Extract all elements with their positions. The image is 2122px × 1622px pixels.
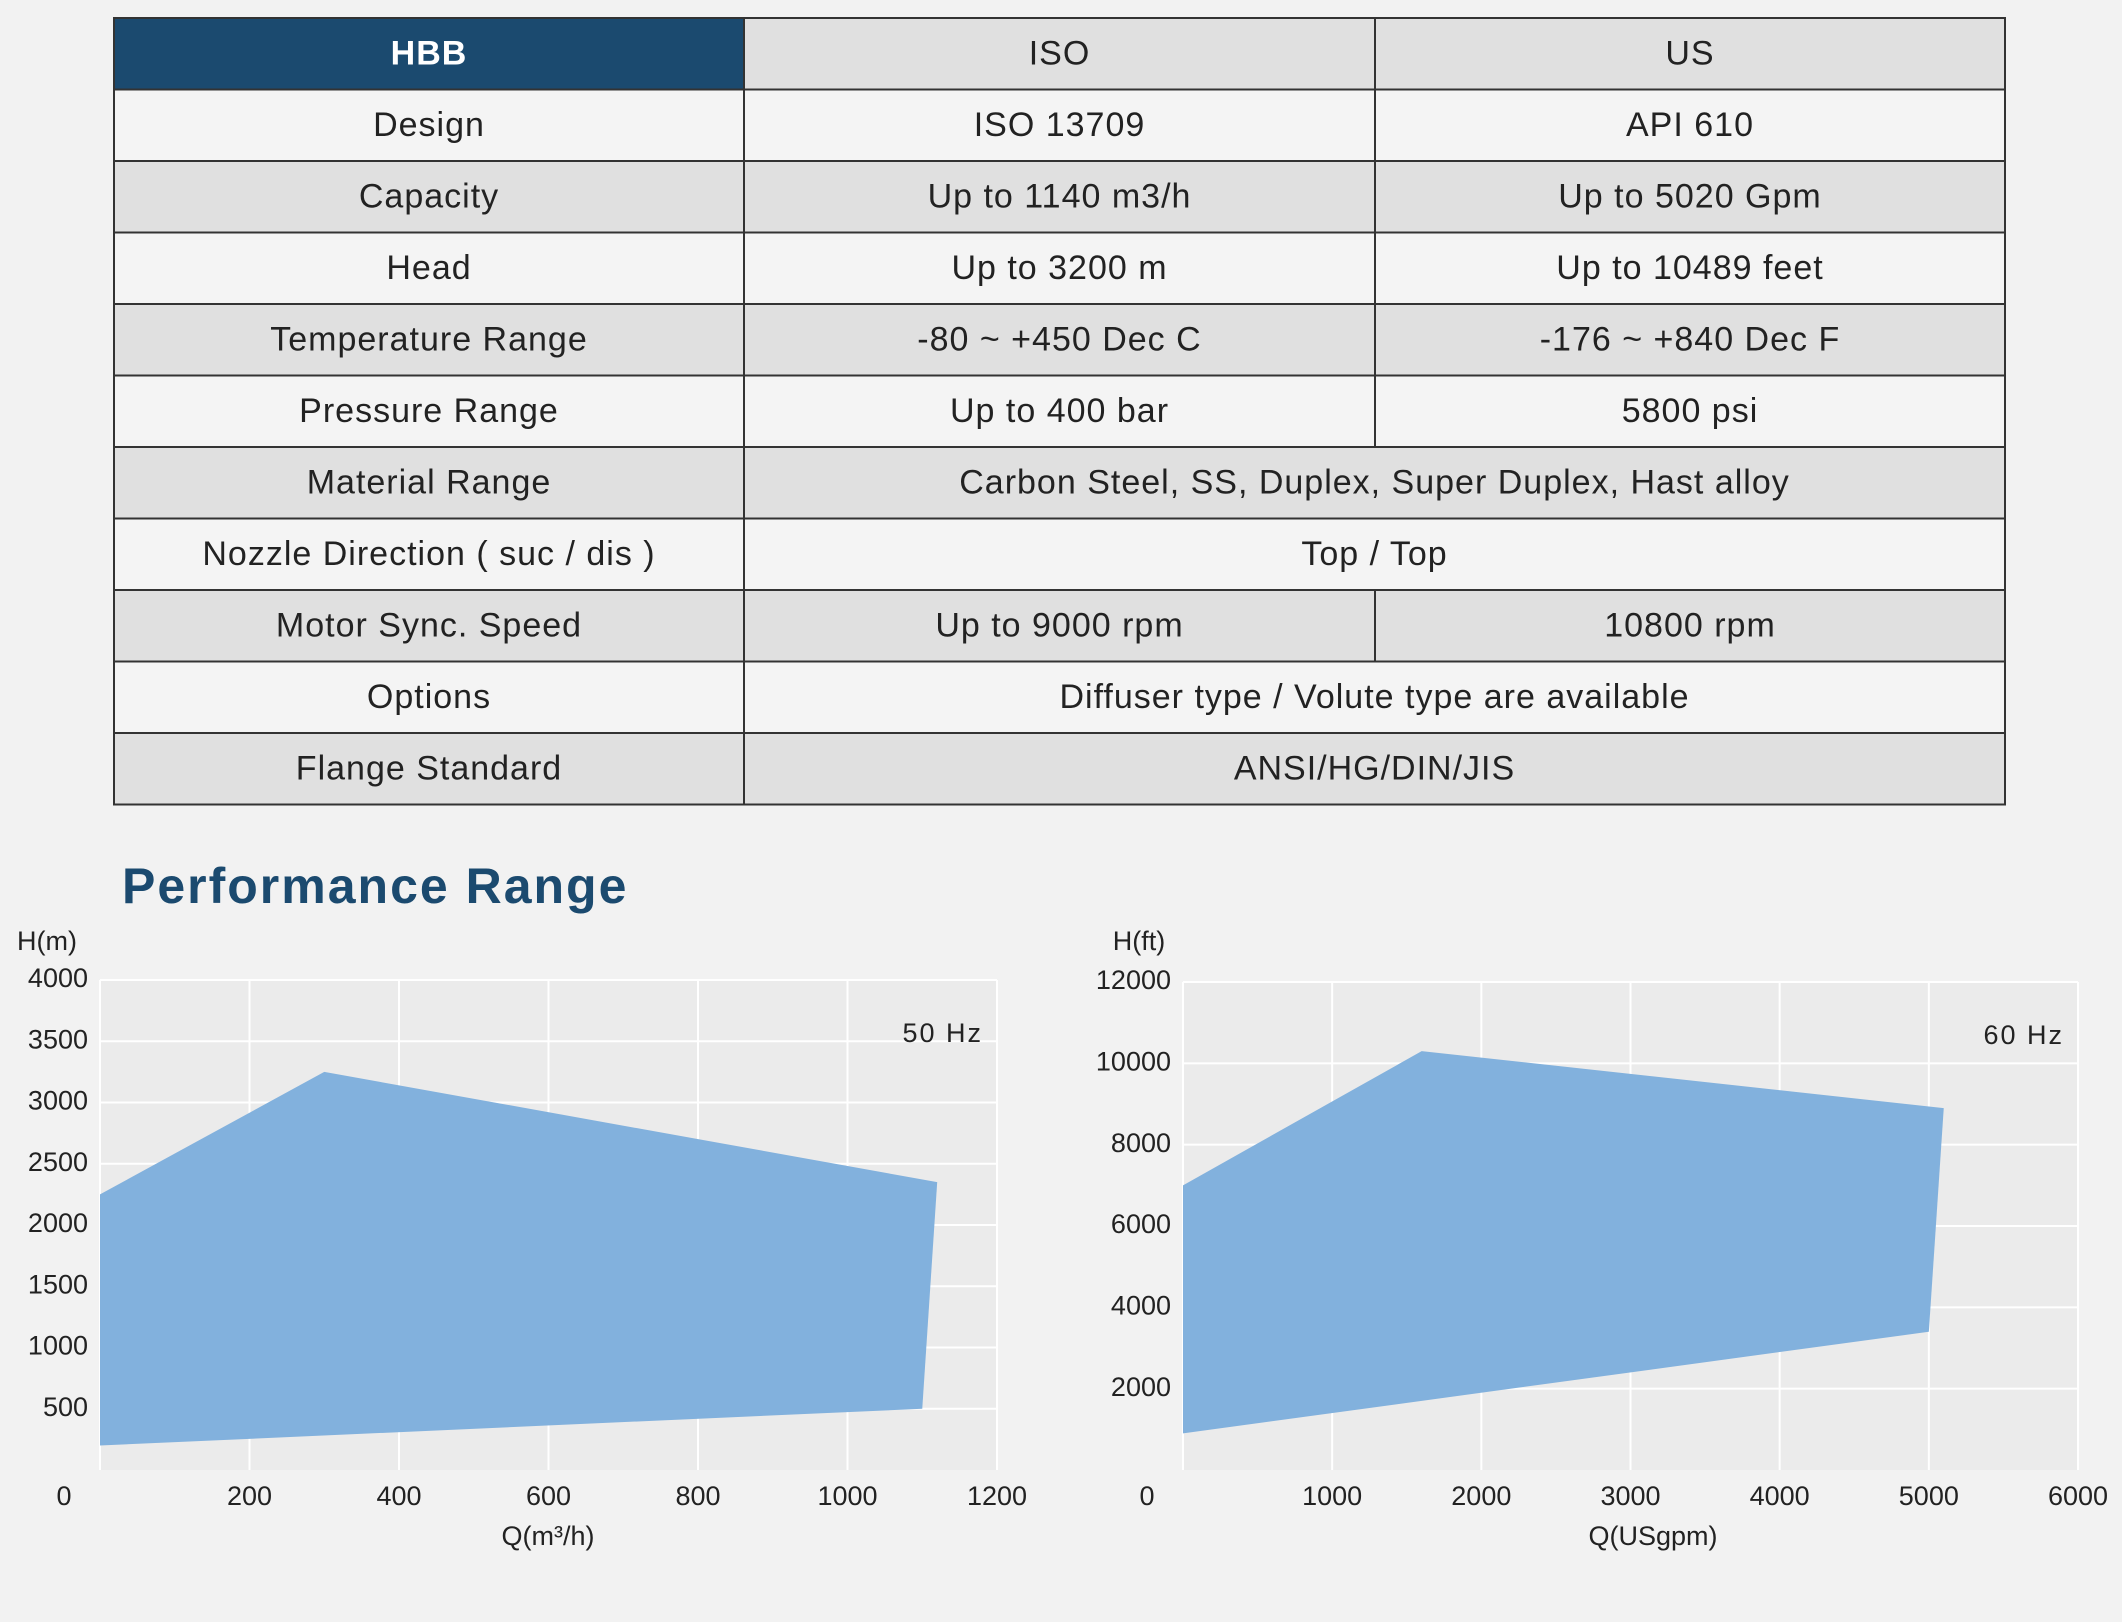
range-area [100,1071,938,1446]
range-area [1183,1051,1944,1434]
table-cell [113,303,745,377]
table-cell [1374,589,2006,663]
x-tick-label: 1000 [817,1481,877,1511]
table-cell [1374,231,2006,305]
y-tick-label: 4000 [28,963,88,993]
x-tick-label: 3000 [1600,1481,1660,1511]
y-axis-label: H(m) [17,926,77,956]
table-cell [113,17,745,91]
cell-text: ISO 13709 [974,106,1146,144]
table-cell [743,374,1376,448]
table-cell [113,160,745,234]
annotation: 60 Hz [1983,1020,2064,1050]
cell-text: -80 ~ +450 Dec C [917,321,1201,359]
cell-text: Nozzle Direction ( suc / dis ) [202,535,655,573]
table-cell [113,589,745,663]
cell-text: Options [367,678,491,716]
y-tick-label: 2500 [28,1147,88,1177]
x-tick-label: 5000 [1899,1481,1959,1511]
table-cell [743,17,1376,91]
y-tick-label: 500 [43,1392,88,1422]
table-cell [743,732,2006,806]
y-tick-label: 1000 [28,1331,88,1361]
x-tick-label: 6000 [2048,1481,2108,1511]
y-tick-label: 4000 [1111,1290,1171,1320]
table-cell [743,160,1376,234]
x-tick-label: 0 [1139,1481,1154,1511]
table-cell [113,517,745,591]
cell-text: 10800 rpm [1604,607,1776,645]
table-cell [743,517,2006,591]
table-cell [1374,303,2006,377]
cell-text: Up to 400 bar [950,392,1169,430]
x-tick-label: 600 [526,1481,571,1511]
table-cell [113,374,745,448]
x-tick-label: 1000 [1302,1481,1362,1511]
cell-text: Motor Sync. Speed [276,607,582,645]
cell-text: Up to 9000 rpm [935,607,1183,645]
y-tick-label: 3500 [28,1024,88,1054]
cell-text: Pressure Range [299,392,559,430]
annotation: 50 Hz [902,1018,983,1048]
x-axis-label: Q(m³/h) [502,1521,595,1551]
cell-text: Capacity [359,178,499,216]
table-cell [743,446,2006,520]
x-tick-label: 200 [227,1481,272,1511]
cell-text: Design [373,106,485,144]
x-axis-label: Q(USgpm) [1588,1521,1717,1551]
cell-text: 5800 psi [1622,392,1759,430]
cell-text: ANSI/HG/DIN/JIS [1234,750,1515,788]
y-tick-label: 8000 [1111,1128,1171,1158]
table-cell [743,303,1376,377]
section-title: Performance Range [122,858,628,914]
y-tick-label: 2000 [28,1208,88,1238]
cell-text: Flange Standard [296,750,562,788]
y-tick-label: 1500 [28,1269,88,1299]
cell-text: Up to 1140 m3/h [928,178,1192,216]
table-cell [743,660,2006,734]
cell-text: Top / Top [1301,535,1447,573]
x-tick-label: 800 [675,1481,720,1511]
y-tick-label: 6000 [1111,1209,1171,1239]
cell-text: Up to 3200 m [951,249,1167,287]
header-cell-text: ISO [1029,35,1091,73]
table-cell [1374,160,2006,234]
cell-text: Diffuser type / Volute type are availabl… [1059,678,1689,716]
y-axis-label: H(ft) [1113,926,1165,956]
cell-text: Material Range [307,464,552,502]
cell-text: Temperature Range [270,321,588,359]
cell-text: API 610 [1626,106,1754,144]
y-tick-label: 12000 [1096,965,1171,995]
table-cell [113,231,745,305]
x-tick-label: 2000 [1451,1481,1511,1511]
x-tick-label: 1200 [967,1481,1027,1511]
y-tick-label: 10000 [1096,1046,1171,1076]
table-cell [1374,17,2006,91]
table-cell [113,446,745,520]
cell-text: Carbon Steel, SS, Duplex, Super Duplex, … [959,464,1790,502]
cell-text: -176 ~ +840 Dec F [1540,321,1841,359]
cell-text: Up to 5020 Gpm [1558,178,1821,216]
y-tick-label: 3000 [28,1086,88,1116]
x-tick-label: 0 [56,1481,71,1511]
x-tick-label: 4000 [1750,1481,1810,1511]
cell-text: Up to 10489 feet [1556,249,1823,287]
x-tick-label: 400 [376,1481,421,1511]
header-cell-text: US [1665,35,1714,73]
table-cell [113,660,745,734]
cell-text: Head [386,249,471,287]
header-cell-text: HBB [391,35,468,73]
table-cell [743,589,1376,663]
y-tick-label: 2000 [1111,1372,1171,1402]
table-cell [1374,374,2006,448]
